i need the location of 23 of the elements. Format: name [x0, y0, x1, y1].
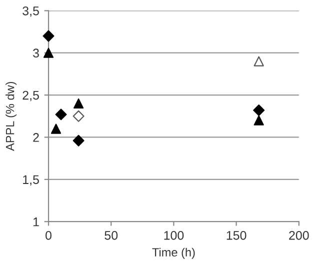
y-tick-label: 1 [33, 218, 39, 226]
point [43, 48, 54, 58]
point [253, 104, 265, 116]
point [74, 98, 84, 109]
y-tick-label: 1,5 [23, 175, 39, 186]
y-tick-label: 3,5 [22, 6, 39, 17]
x-tick-label: 100 [164, 230, 184, 240]
point [72, 134, 84, 146]
point [254, 56, 264, 66]
point [42, 30, 54, 42]
x-tick-label: 0 [46, 230, 52, 240]
point [72, 110, 84, 122]
point [55, 108, 67, 120]
x-tick-label: 50 [104, 230, 118, 240]
y-tick-label: 2 [33, 133, 39, 142]
x-tick-label: 200 [289, 230, 309, 240]
point [254, 115, 264, 126]
point [50, 124, 62, 134]
y-axis-title: APPL (% dw) [6, 82, 17, 151]
y-tick-label: 3 [33, 48, 39, 58]
x-tick-label: 150 [226, 230, 246, 240]
y-tick-label: 2,5 [22, 90, 39, 102]
x-axis-title: Time (h) [152, 248, 195, 259]
